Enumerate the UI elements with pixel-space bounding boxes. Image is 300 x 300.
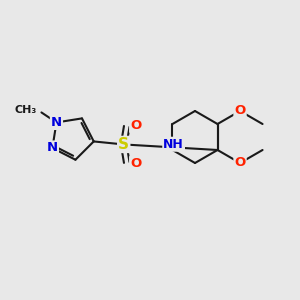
Text: O: O: [234, 104, 246, 118]
Text: CH₃: CH₃: [14, 105, 36, 116]
Text: NH: NH: [163, 138, 184, 151]
Text: O: O: [234, 157, 246, 169]
Text: O: O: [130, 157, 141, 170]
Text: N: N: [47, 142, 58, 154]
Text: S: S: [118, 137, 129, 152]
Text: N: N: [51, 116, 62, 129]
Text: O: O: [130, 119, 141, 132]
